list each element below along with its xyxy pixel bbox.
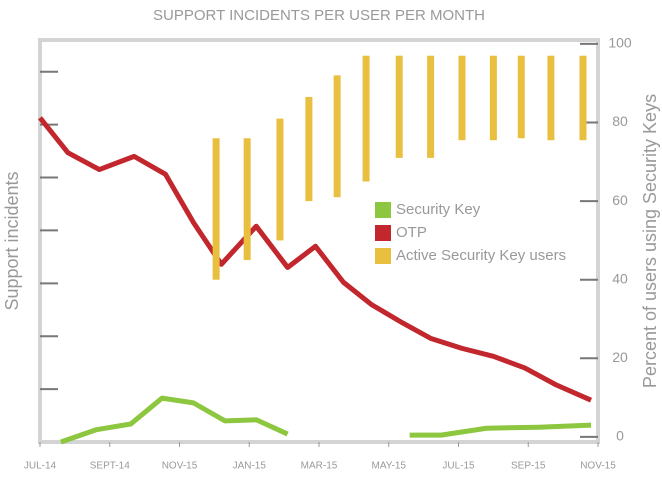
y2-tick-label: 40 (612, 270, 628, 286)
range-bar (579, 55, 587, 141)
legend-label: OTP (396, 224, 427, 241)
chart-title: SUPPORT INCIDENTS PER USER PER MONTH (153, 7, 485, 24)
legend-swatch (375, 248, 391, 264)
legend-swatch (375, 202, 391, 218)
range-bar (276, 118, 284, 241)
y2-tick-label: 60 (612, 192, 628, 208)
line-series (60, 395, 592, 445)
range-bar (243, 138, 251, 261)
x-tick-label: JAN-15 (233, 461, 267, 472)
range-bar (517, 55, 525, 139)
range-bar (212, 138, 220, 280)
x-tick-label: MAR-15 (301, 461, 338, 472)
range-bar (395, 55, 403, 158)
range-bar (305, 96, 313, 202)
plot-frame (38, 38, 600, 444)
legend-label: Security Key (396, 201, 481, 218)
x-tick-label: NOV-15 (580, 461, 616, 472)
y-axis-title: Support incidents (2, 171, 22, 310)
range-bar (489, 55, 497, 141)
y2-tick-label: 100 (608, 35, 632, 51)
y2-tick-label: 20 (612, 349, 628, 365)
range-bar (427, 55, 435, 158)
legend-label: Active Security Key users (396, 247, 566, 264)
range-bar (458, 55, 466, 141)
line-series (38, 116, 593, 403)
x-tick-label: SEP-15 (511, 461, 546, 472)
y2-axis-title: Percent of users using Security Keys (640, 94, 660, 388)
range-bar (547, 55, 555, 141)
x-tick-label: SEPT-14 (90, 461, 130, 472)
y2-tick-label: 80 (612, 113, 628, 129)
legend-swatch (375, 225, 391, 241)
y2-tick-label: 0 (616, 428, 624, 444)
x-tick-label: JUL-14 (24, 461, 57, 472)
range-bar (333, 75, 341, 198)
x-tick-label: JUL-15 (442, 461, 475, 472)
range-bar (362, 55, 370, 182)
x-tick-label: NOV-15 (162, 461, 198, 472)
x-tick-label: MAY-15 (372, 461, 407, 472)
